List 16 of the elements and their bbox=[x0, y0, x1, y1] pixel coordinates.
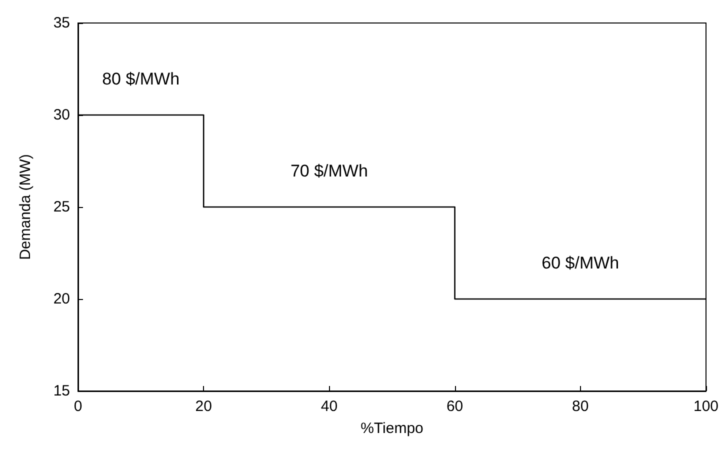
y-tick-label: 25 bbox=[53, 198, 70, 216]
x-tick-label: 20 bbox=[195, 398, 212, 415]
x-axis-title: %Tiempo bbox=[360, 420, 424, 437]
annotation: 60 $/MWh bbox=[542, 254, 620, 272]
y-tick-label: 35 bbox=[53, 14, 70, 32]
y-tick-label: 20 bbox=[53, 290, 70, 308]
y-axis-title: Demanda (MW) bbox=[17, 154, 34, 260]
annotation: 80 $/MWh bbox=[102, 70, 180, 88]
x-tick-label: 40 bbox=[320, 398, 338, 415]
x-tick-label: 100 bbox=[693, 398, 719, 415]
x-tick-label: 0 bbox=[74, 398, 82, 415]
x-tick-label: 60 bbox=[446, 398, 464, 415]
y-tick-label: 15 bbox=[53, 382, 70, 400]
y-tick-label: 30 bbox=[53, 106, 70, 124]
annotation: 70 $/MWh bbox=[290, 162, 368, 180]
x-tick-label: 80 bbox=[572, 398, 589, 415]
